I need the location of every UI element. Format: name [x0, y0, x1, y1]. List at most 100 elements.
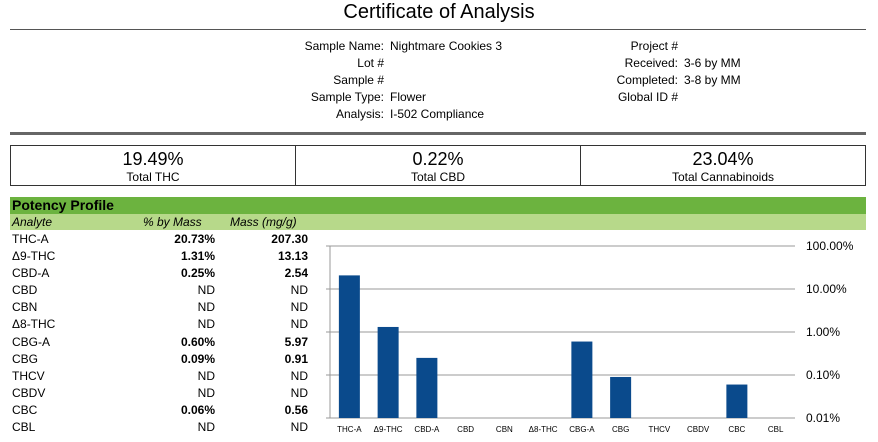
bar: [726, 384, 748, 418]
total-cbd-label: Total CBD: [410, 170, 466, 184]
mg-cell: 207.30: [271, 232, 308, 246]
y-tick-label: 0.01%: [806, 411, 840, 425]
info-row: Project #: [560, 38, 741, 55]
x-tick-label: CBDV: [687, 425, 710, 434]
info-value: Flower: [390, 90, 427, 104]
analyte-cell: THCV: [12, 368, 45, 383]
info-value: 3-6 by MM: [684, 56, 741, 70]
total-thc-value: 19.49%: [122, 149, 184, 169]
table-row: Δ9-THC 1.31% 13.13: [10, 248, 310, 265]
potency-table: THC-A 20.73% 207.30 Δ9-THC 1.31% 13.13 CBD-A 0.…: [10, 231, 310, 436]
info-label: Completed:: [616, 73, 678, 87]
y-tick-label: 10.00%: [806, 282, 847, 296]
pct-cell: ND: [197, 300, 215, 315]
x-tick-label: CBG-A: [569, 425, 595, 434]
mg-cell: ND: [290, 300, 308, 315]
mg-cell: ND: [290, 283, 308, 298]
table-row: CBN ND ND: [10, 299, 310, 316]
x-tick-label: THCV: [648, 425, 670, 434]
totals-box: 19.49% Total THC 0.22% Total CBD 23.04% …: [10, 145, 866, 186]
sample-info-left: Sample Name: Nightmare Cookies 3 Lot # Samp…: [260, 38, 502, 123]
analyte-cell: CBD-A: [12, 266, 50, 281]
total-thc-cell: 19.49% Total THC: [11, 146, 296, 185]
top-divider: [10, 29, 866, 30]
y-tick-label: 0.10%: [806, 368, 840, 382]
potency-chart: 100.00% 10.00% 1.00% 0.10% 0.01% THC-A Δ9-THC C…: [326, 239, 854, 434]
info-label: Analysis:: [335, 107, 384, 121]
info-label: Sample Name:: [304, 39, 384, 53]
table-row: CBL ND ND: [10, 419, 310, 436]
table-row: CBD-A 0.25% 2.54: [10, 265, 310, 282]
pct-cell: ND: [197, 420, 215, 435]
table-row: CBC 0.06% 0.56: [10, 402, 310, 419]
mg-cell: ND: [290, 317, 308, 332]
analyte-cell: CBL: [12, 420, 36, 435]
x-tick-label: CBC: [728, 425, 745, 434]
info-label: Project #: [630, 39, 678, 53]
pct-cell: ND: [197, 317, 215, 332]
table-row: CBD ND ND: [10, 282, 310, 299]
analyte-cell: CBC: [12, 402, 38, 417]
x-tick-label: CBD-A: [414, 425, 440, 434]
total-cannabinoids-label: Total Cannabinoids: [671, 170, 775, 184]
analyte-cell: CBG-A: [12, 334, 51, 349]
x-tick-label: CBN: [496, 425, 513, 434]
info-label: Lot #: [357, 56, 384, 70]
info-row: Received: 3-6 by MM: [560, 55, 741, 72]
bar: [610, 376, 632, 418]
mg-cell: ND: [290, 420, 308, 435]
x-tick-label: THC-A: [337, 425, 362, 434]
info-row: Completed: 3-8 by MM: [560, 72, 741, 89]
pct-cell: ND: [197, 368, 215, 383]
pct-cell: ND: [197, 385, 215, 400]
info-value: I-502 Compliance: [390, 107, 485, 121]
info-label: Received:: [624, 56, 678, 70]
table-row: THC-A 20.73% 207.30: [10, 231, 310, 248]
page-title: Certificate of Analysis: [343, 1, 535, 23]
pct-cell: 0.06%: [180, 402, 215, 417]
analyte-cell: CBN: [12, 300, 38, 315]
info-value: 3-8 by MM: [684, 73, 741, 87]
total-cannabinoids-value: 23.04%: [692, 149, 754, 169]
table-row: CBDV ND ND: [10, 385, 310, 402]
bar: [416, 357, 438, 418]
bar: [338, 275, 360, 418]
info-label: Sample #: [333, 73, 384, 87]
analyte-cell: CBD: [12, 283, 38, 298]
analyte-column-header: Analyte: [12, 215, 53, 229]
info-divider: [10, 132, 866, 135]
info-row: Sample Type: Flower: [260, 89, 502, 106]
potency-column-headers: Analyte % by Mass Mass (mg/g): [10, 214, 866, 230]
pct-cell: 0.25%: [180, 266, 215, 281]
total-cannabinoids-cell: 23.04% Total Cannabinoids: [581, 146, 865, 185]
x-tick-label: Δ8-THC: [529, 425, 558, 434]
info-row: Global ID #: [560, 89, 741, 106]
mg-cell: ND: [290, 385, 308, 400]
info-row: Sample Name: Nightmare Cookies 3: [260, 38, 502, 55]
mg-cell: 5.97: [284, 334, 308, 349]
analyte-cell: THC-A: [12, 232, 49, 246]
info-label: Sample Type:: [310, 90, 384, 104]
total-cbd-cell: 0.22% Total CBD: [296, 146, 581, 185]
pct-cell: 20.73%: [174, 232, 215, 246]
mg-cell: 13.13: [277, 249, 308, 264]
info-label: Global ID #: [617, 90, 678, 104]
info-row: Sample #: [260, 72, 502, 89]
info-row: Analysis: I-502 Compliance: [260, 106, 502, 123]
y-tick-label: 1.00%: [806, 325, 840, 339]
table-row: Δ8-THC ND ND: [10, 316, 310, 333]
pct-cell: 0.60%: [180, 334, 215, 349]
table-row: THCV ND ND: [10, 368, 310, 385]
potency-profile-header: Potency Profile: [10, 197, 866, 214]
y-tick-label: 100.00%: [806, 239, 854, 253]
pct-cell: 1.31%: [180, 249, 215, 264]
table-row: CBG-A 0.60% 5.97: [10, 334, 310, 351]
x-tick-label: Δ9-THC: [374, 425, 403, 434]
analyte-cell: Δ8-THC: [12, 317, 56, 332]
x-tick-label: CBG: [612, 425, 629, 434]
info-value: Nightmare Cookies 3: [390, 39, 503, 53]
table-row: CBG 0.09% 0.91: [10, 351, 310, 368]
pct-cell: ND: [197, 283, 215, 298]
total-cbd-value: 0.22%: [412, 149, 464, 169]
info-row: Lot #: [260, 55, 502, 72]
